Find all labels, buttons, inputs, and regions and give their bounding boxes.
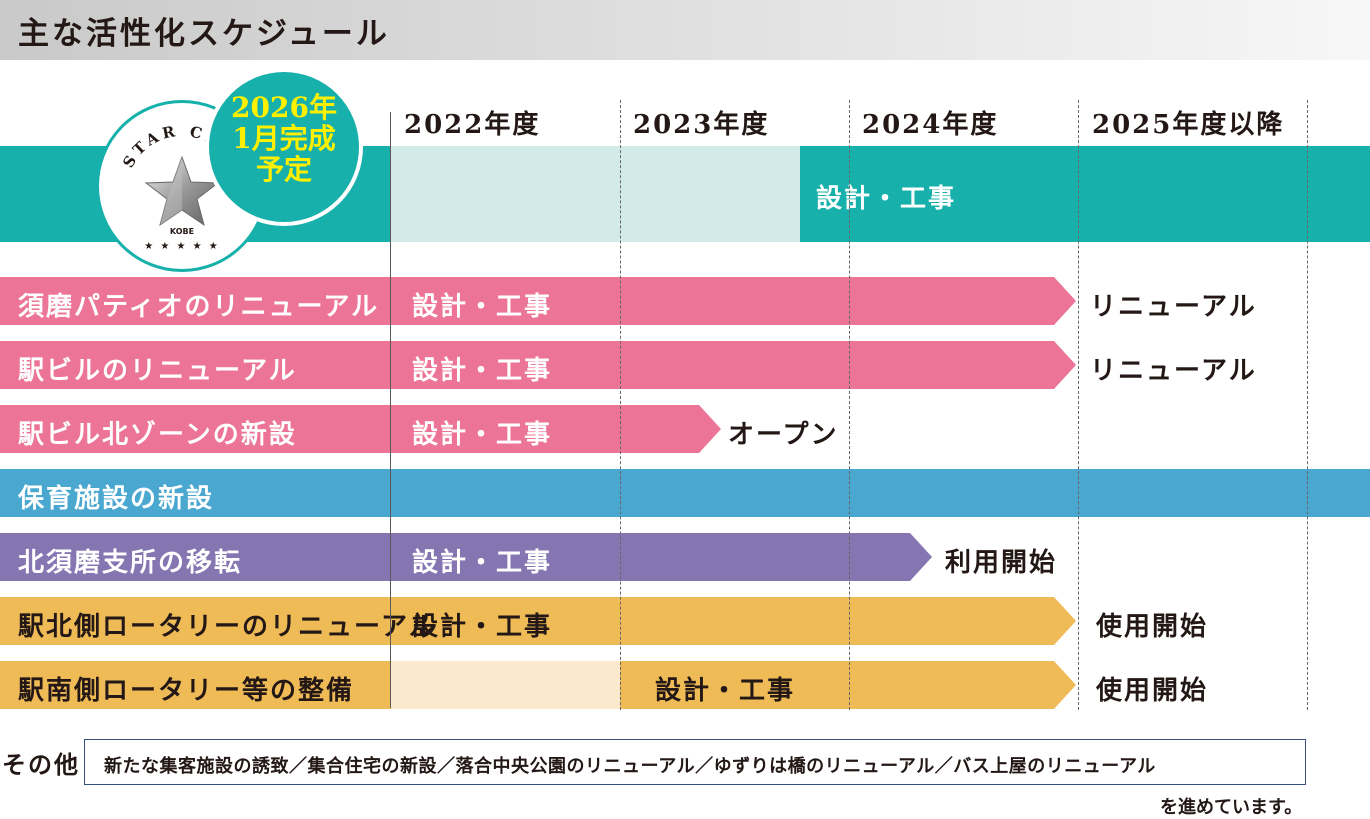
year-divider-2025 [1078,100,1079,710]
year-2022: 2022年度 [404,110,541,140]
row-station-building-bar [0,341,1076,389]
row-north-rotary-after: 使用開始 [1096,612,1209,642]
row-south-rotary-label: 駅南側ロータリー等の整備 [18,676,355,706]
timeline-start-line [390,112,391,708]
row-nursery-label: 保育施設の新設 [18,484,215,514]
row-south-rotary-bar-text: 設計・工事 [655,676,796,706]
row-station-building-label: 駅ビルのリニューアル [18,356,297,386]
year-2024: 2024年度 [862,110,999,140]
star-city-idle-period [391,146,800,242]
page-title: 主な活性化スケジュール [18,16,390,52]
row-suma-patio-after: リニューアル [1090,292,1257,322]
row-north-zone-bar-text: 設計・工事 [412,420,553,450]
badge-line-1: 2026年 [231,91,337,124]
svg-text:★ ★ ★ ★ ★: ★ ★ ★ ★ ★ [144,241,220,252]
year-divider-end [1307,100,1308,710]
row-suma-patio-bar-text: 設計・工事 [412,292,553,322]
title-bar [0,0,1370,60]
year-2023: 2023年度 [633,110,770,140]
completion-badge-text: 2026年 1月完成 予定 [205,92,363,185]
row-south-rotary-idle-period [391,661,620,709]
row-north-rotary-label: 駅北側ロータリーのリニューアル [18,612,437,642]
completion-badge [205,68,363,226]
row-branch-office-label: 北須磨支所の移転 [18,548,243,578]
year-divider-2023 [620,100,621,710]
row-branch-office-bar-text: 設計・工事 [412,548,553,578]
other-footer: を進めています。 [1160,797,1303,818]
year-divider-2024 [849,100,850,710]
row-north-zone-after: オープン [728,420,839,450]
row-suma-patio-label: 須磨パティオのリニューアル [18,292,380,322]
row-station-building-bar-text: 設計・工事 [412,356,553,386]
svg-text:KOBE: KOBE [170,227,194,236]
row-nursery-bar [0,469,1370,517]
row-south-rotary-after: 使用開始 [1096,676,1209,706]
row-branch-office-bar [0,533,932,581]
row-suma-patio-bar [0,277,1076,325]
badge-line-2: 1月完成 [232,122,336,155]
row-north-zone-bar [0,405,721,453]
year-2025-later: 2025年度以降 [1092,110,1285,140]
row-north-rotary-bar [0,597,1076,645]
row-station-building-after: リニューアル [1090,356,1257,386]
other-label: その他 [2,750,80,779]
row-branch-office-after: 利用開始 [945,548,1058,578]
star-city-bar-text: 設計・工事 [816,184,957,214]
other-box [84,739,1306,785]
other-text: 新たな集客施設の誘致／集合住宅の新設／落合中央公園のリニューアル／ゆずりは橋のリ… [104,756,1156,777]
row-north-zone-label: 駅ビル北ゾーンの新設 [18,420,297,450]
badge-line-3: 予定 [255,153,312,186]
row-north-rotary-bar-text: 設計・工事 [412,612,553,642]
